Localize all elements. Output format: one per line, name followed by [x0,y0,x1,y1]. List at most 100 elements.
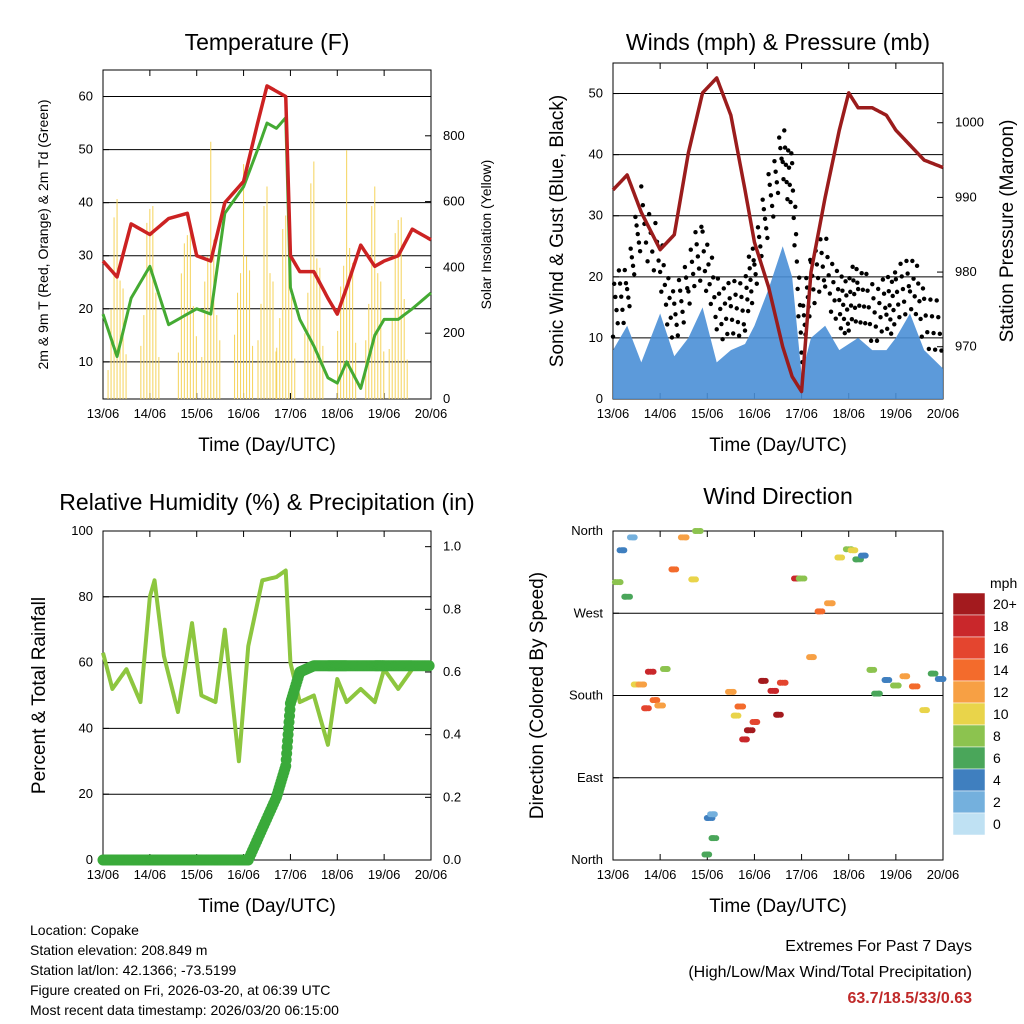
right-tick-label: 970 [955,339,977,354]
gust-point [925,330,930,335]
gust-point [929,314,935,319]
gust-point [786,148,791,153]
gust-point [752,262,757,267]
x-tick-label: 17/06 [274,867,307,882]
gust-point [872,310,877,315]
y-tick-label: 0 [596,391,603,406]
gust-point [793,231,799,237]
gust-point [610,334,616,339]
gust-point [789,151,794,156]
gust-point [799,350,804,355]
colorbar-swatch [952,614,986,638]
colorbar-swatch [952,702,986,726]
gust-point [887,303,892,308]
colorbar-label: 14 [993,662,1009,678]
gust-point [787,182,792,188]
gust-point [782,145,788,150]
x-tick-label: 19/06 [880,406,913,421]
gust-point [747,266,752,271]
gust-point [827,291,833,296]
colorbar-label: 18 [993,618,1009,634]
gust-point [725,331,730,337]
y-tick-label: 0 [86,852,93,867]
gust-point [852,305,858,310]
precip-point [423,660,435,672]
gust-point [885,274,891,280]
created-text: Figure created on Fri, 2026-03-20, at 06… [30,982,331,998]
gust-point [783,162,789,168]
gust-point [878,315,883,320]
timestamp-text: Most recent data timestamp: 2026/03/20 0… [30,1002,339,1018]
gust-point [728,303,734,309]
gust-point [860,287,866,293]
y-tick-label: North [571,523,603,538]
gust-point [739,294,744,300]
x-tick-label: 16/06 [738,867,771,882]
precipitation-series [97,660,435,866]
gust-point [822,284,828,289]
direction-point [860,552,867,559]
gust-point [855,286,861,292]
gust-point [742,328,748,333]
y-tick-label: 30 [589,208,603,223]
gust-point [662,282,668,288]
gust-point [844,293,849,298]
y-axis-label: Percent & Total Rainfall [29,597,50,794]
right-tick-label: 0.2 [443,789,461,804]
gust-point [674,322,679,328]
gust-point [620,307,625,313]
direction-point [735,703,742,710]
direction-point [824,600,831,607]
gust-point [782,128,787,133]
colorbar-label: 8 [993,728,1001,744]
gust-point [670,289,676,294]
colorbar-title: mph [990,575,1017,591]
gust-point [695,254,701,259]
gust-point [892,270,898,275]
gust-point [677,288,683,293]
right-tick-label: 990 [955,189,977,204]
colorbar-label: 2 [993,794,1001,810]
extremes-box: Extremes For Past 7 Days (High/Low/Max W… [688,934,972,1012]
gust-point [840,288,845,293]
plot-frame [102,530,432,861]
gust-point [865,288,870,293]
gust-point [889,279,895,285]
direction-series [611,528,947,858]
gust-point [853,319,858,324]
gust-point [847,276,852,281]
gust-point [756,234,762,240]
x-tick-label: 16/06 [738,406,771,421]
direction-point [635,681,642,688]
x-tick-label: 20/06 [927,867,960,882]
gust-point [886,288,891,294]
direction-point [645,668,652,675]
gust-point [690,271,696,277]
gust-point [910,258,915,264]
y-tick-label: 80 [79,589,93,604]
direction-point [752,719,759,726]
direction-point [808,654,815,661]
gust-point [801,313,807,318]
gust-point [855,280,860,285]
gust-point [911,276,916,281]
gust-point [790,188,796,193]
direction-point [689,576,696,583]
right-axis-label: Solar Insolation (Yellow) [478,160,494,310]
gust-point [825,254,830,260]
gust-point [916,281,921,286]
gust-point [772,158,777,164]
right-tick-label: 0 [443,391,450,406]
panel-title: Relative Humidity (%) & Precipitation (i… [59,489,474,515]
gust-point [722,301,728,306]
y-tick-label: 40 [79,720,93,735]
gust-point [720,337,725,342]
direction-point [697,528,704,534]
gust-point [630,263,636,269]
gust-point [710,275,716,280]
direction-point [922,707,929,714]
panel-title: Winds (mph) & Pressure (mb) [626,29,930,55]
humidity-panel: 0 20 40 60 80 100 13/06 14/06 15/06 16/06 17/06 18/… [29,489,475,917]
gust-point [676,277,682,283]
humidity-series [101,568,432,764]
